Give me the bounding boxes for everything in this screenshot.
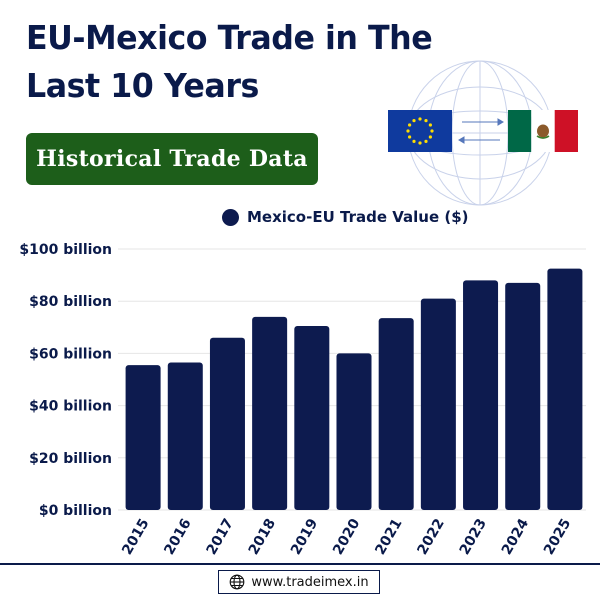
x-tick-label: 2022 (414, 516, 447, 558)
web-globe-icon (230, 574, 245, 590)
y-tick-label: $20 billion (29, 451, 112, 467)
mexico-flag-icon (508, 110, 578, 152)
x-tick-label: 2017 (204, 516, 237, 558)
subtitle-badge: Historical Trade Data (26, 133, 318, 185)
x-tick-label: 2016 (161, 516, 194, 558)
bar (505, 282, 541, 510)
website-url[interactable]: www.tradeimex.in (251, 574, 369, 590)
x-tick-label: 2021 (372, 516, 405, 558)
chart-title: EU-Mexico Trade in The Last 10 Years (26, 18, 433, 105)
x-tick-label: 2024 (499, 516, 532, 558)
x-tick-label: 2018 (246, 516, 279, 558)
chart-subtitle: Historical Trade Data (36, 146, 308, 172)
bar (252, 316, 288, 510)
eu-star (418, 141, 422, 145)
eu-flag-icon (388, 110, 452, 152)
x-tick-label: 2025 (541, 516, 574, 558)
eu-star (418, 117, 422, 121)
eu-star (424, 139, 428, 143)
y-tick-label: $40 billion (29, 399, 112, 415)
eu-star (408, 135, 412, 139)
bar (209, 337, 245, 510)
bar (294, 326, 330, 510)
bar (167, 362, 203, 510)
legend-swatch (222, 208, 239, 226)
y-tick-label: $80 billion (29, 294, 112, 310)
eu-star (406, 129, 410, 133)
y-tick-label: $60 billion (29, 346, 112, 362)
bar (125, 365, 161, 510)
bar (463, 280, 499, 510)
footer-divider (0, 563, 600, 565)
y-tick-label: $100 billion (19, 242, 112, 258)
eu-star (430, 129, 434, 133)
bar (378, 318, 414, 510)
website-badge[interactable]: www.tradeimex.in (218, 570, 380, 594)
x-tick-label: 2020 (330, 516, 363, 558)
legend-label: Mexico-EU Trade Value ($) (247, 208, 469, 226)
eu-star (408, 123, 412, 127)
bar (336, 353, 372, 510)
eu-star (412, 119, 416, 123)
eu-star (424, 119, 428, 123)
eu-star (428, 123, 432, 127)
eu-star (412, 139, 416, 143)
bar (547, 268, 583, 510)
chart-legend: Mexico-EU Trade Value ($) (222, 206, 469, 228)
eu-star (428, 135, 432, 139)
x-tick-label: 2015 (119, 516, 152, 558)
trade-arrows-icon (458, 118, 504, 144)
x-tick-label: 2019 (288, 516, 321, 558)
y-tick-label: $0 billion (39, 503, 112, 519)
bar (420, 298, 456, 510)
x-tick-label: 2023 (457, 516, 490, 558)
